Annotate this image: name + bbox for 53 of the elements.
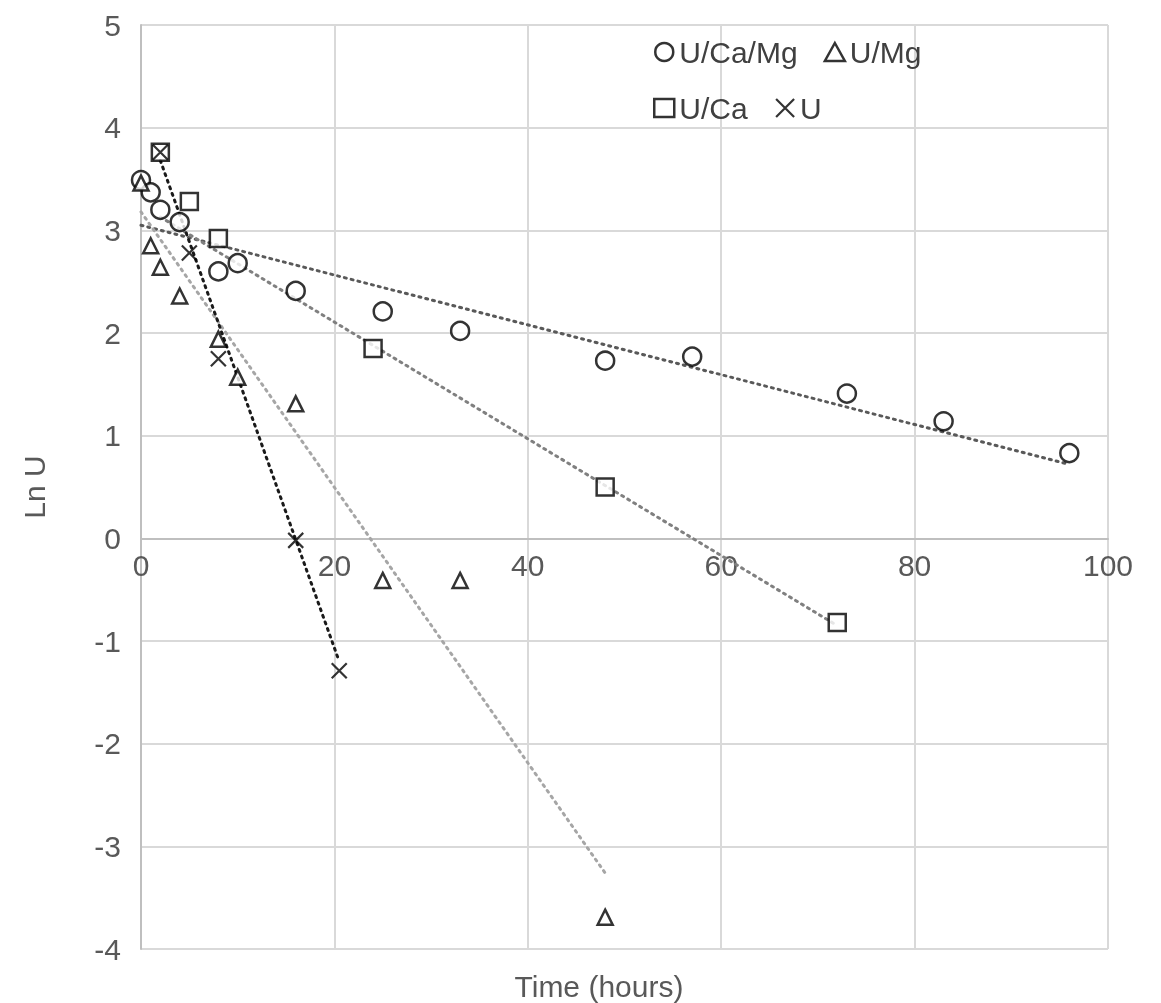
point <box>209 330 228 348</box>
point <box>141 236 160 255</box>
point <box>169 211 190 233</box>
point <box>285 280 306 302</box>
point <box>827 612 847 633</box>
point <box>151 258 170 277</box>
point <box>170 287 189 305</box>
x-tick-label: 40 <box>511 548 545 582</box>
point <box>287 531 305 549</box>
point <box>208 261 229 282</box>
legend-label: U <box>800 91 822 125</box>
point <box>836 383 858 404</box>
point <box>595 477 615 497</box>
point <box>1059 442 1080 464</box>
legend-label: U/Ca <box>679 91 748 125</box>
point <box>150 199 171 221</box>
y-tick-label: -3 <box>94 829 121 863</box>
point <box>208 228 229 249</box>
x-tick-label: 100 <box>1082 548 1134 582</box>
x-tick-label: 20 <box>317 548 352 582</box>
legend-label: U/Ca/Mg <box>679 35 798 69</box>
point <box>209 350 227 368</box>
x-tick-label: 60 <box>704 548 738 582</box>
y-tick-label: -1 <box>94 624 121 658</box>
point <box>363 338 383 359</box>
y-tick-label: 2 <box>104 316 121 350</box>
point <box>449 320 471 342</box>
point <box>451 571 469 590</box>
y-tick-label: 3 <box>104 213 121 247</box>
y-tick-label: 5 <box>104 8 121 42</box>
legend-label: U/Mg <box>849 35 922 69</box>
y-axis-title: Ln U <box>17 455 51 519</box>
point <box>933 411 954 432</box>
point <box>594 350 616 371</box>
x-tick-label: 80 <box>897 548 932 582</box>
point <box>374 571 392 590</box>
y-tick-label: 1 <box>104 419 121 453</box>
point <box>372 301 393 322</box>
point <box>286 395 305 413</box>
point <box>227 252 248 274</box>
y-tick-label: 0 <box>104 521 121 555</box>
x-axis-title: Time (hours) <box>514 969 684 1003</box>
y-tick-label: -4 <box>94 932 121 966</box>
point <box>180 244 198 262</box>
point <box>179 191 200 212</box>
point <box>681 346 703 367</box>
x-tick-label: 0 <box>132 548 150 582</box>
point <box>228 368 247 386</box>
y-tick-label: -2 <box>94 727 121 761</box>
point <box>330 662 348 680</box>
point <box>132 174 150 192</box>
point <box>596 908 614 926</box>
y-tick-label: 4 <box>104 111 121 145</box>
